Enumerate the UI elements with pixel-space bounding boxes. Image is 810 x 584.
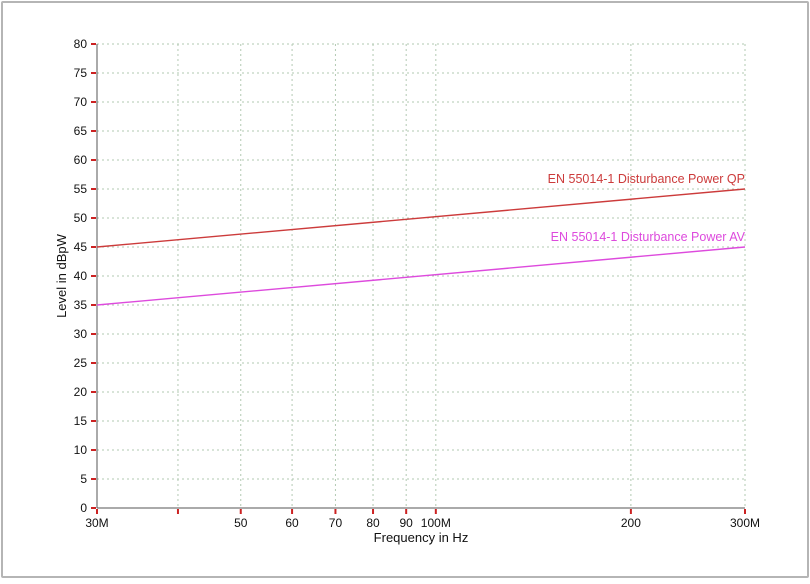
series-line-av	[96, 246, 746, 306]
grid-lines	[97, 43, 746, 508]
tick-labels: 0 5 10 15 20 25 30 35 40 45 50 55 60 65 70 75 80 30M 50 60 7…	[74, 37, 760, 530]
y-tick-label: 25	[74, 356, 88, 370]
x-tick-label: 90	[399, 516, 413, 530]
x-tick-label: 80	[366, 516, 380, 530]
x-tick-label: 60	[285, 516, 299, 530]
y-tick-label: 40	[74, 269, 88, 283]
x-tick-label: 200	[621, 516, 641, 530]
axes	[96, 44, 745, 509]
y-tick-label: 5	[80, 472, 87, 486]
tick-marks	[91, 43, 746, 514]
y-tick-label: 30	[74, 327, 88, 341]
series-line-qp	[96, 188, 746, 248]
y-tick-label: 70	[74, 95, 88, 109]
y-tick-label: 80	[74, 37, 88, 51]
x-tick-label: 30M	[85, 516, 108, 530]
y-tick-label: 45	[74, 240, 88, 254]
y-axis-title: Level in dBpW	[54, 234, 69, 318]
series-label-av: EN 55014-1 Disturbance Power AV	[551, 230, 746, 244]
y-tick-label: 0	[80, 501, 87, 515]
y-tick-label: 55	[74, 182, 88, 196]
x-tick-label: 70	[329, 516, 343, 530]
x-tick-label: 300M	[730, 516, 760, 530]
y-tick-label: 10	[74, 443, 88, 457]
x-axis-title: Frequency in Hz	[373, 530, 469, 545]
y-tick-label: 50	[74, 211, 88, 225]
y-tick-label: 20	[74, 385, 88, 399]
y-tick-label: 65	[74, 124, 88, 138]
y-tick-label: 15	[74, 414, 88, 428]
y-tick-label: 35	[74, 298, 88, 312]
x-tick-label: 100M	[421, 516, 451, 530]
y-tick-label: 75	[74, 66, 88, 80]
x-tick-label: 50	[234, 516, 248, 530]
y-tick-label: 60	[74, 153, 88, 167]
series-label-qp: EN 55014-1 Disturbance Power QP	[548, 172, 745, 186]
